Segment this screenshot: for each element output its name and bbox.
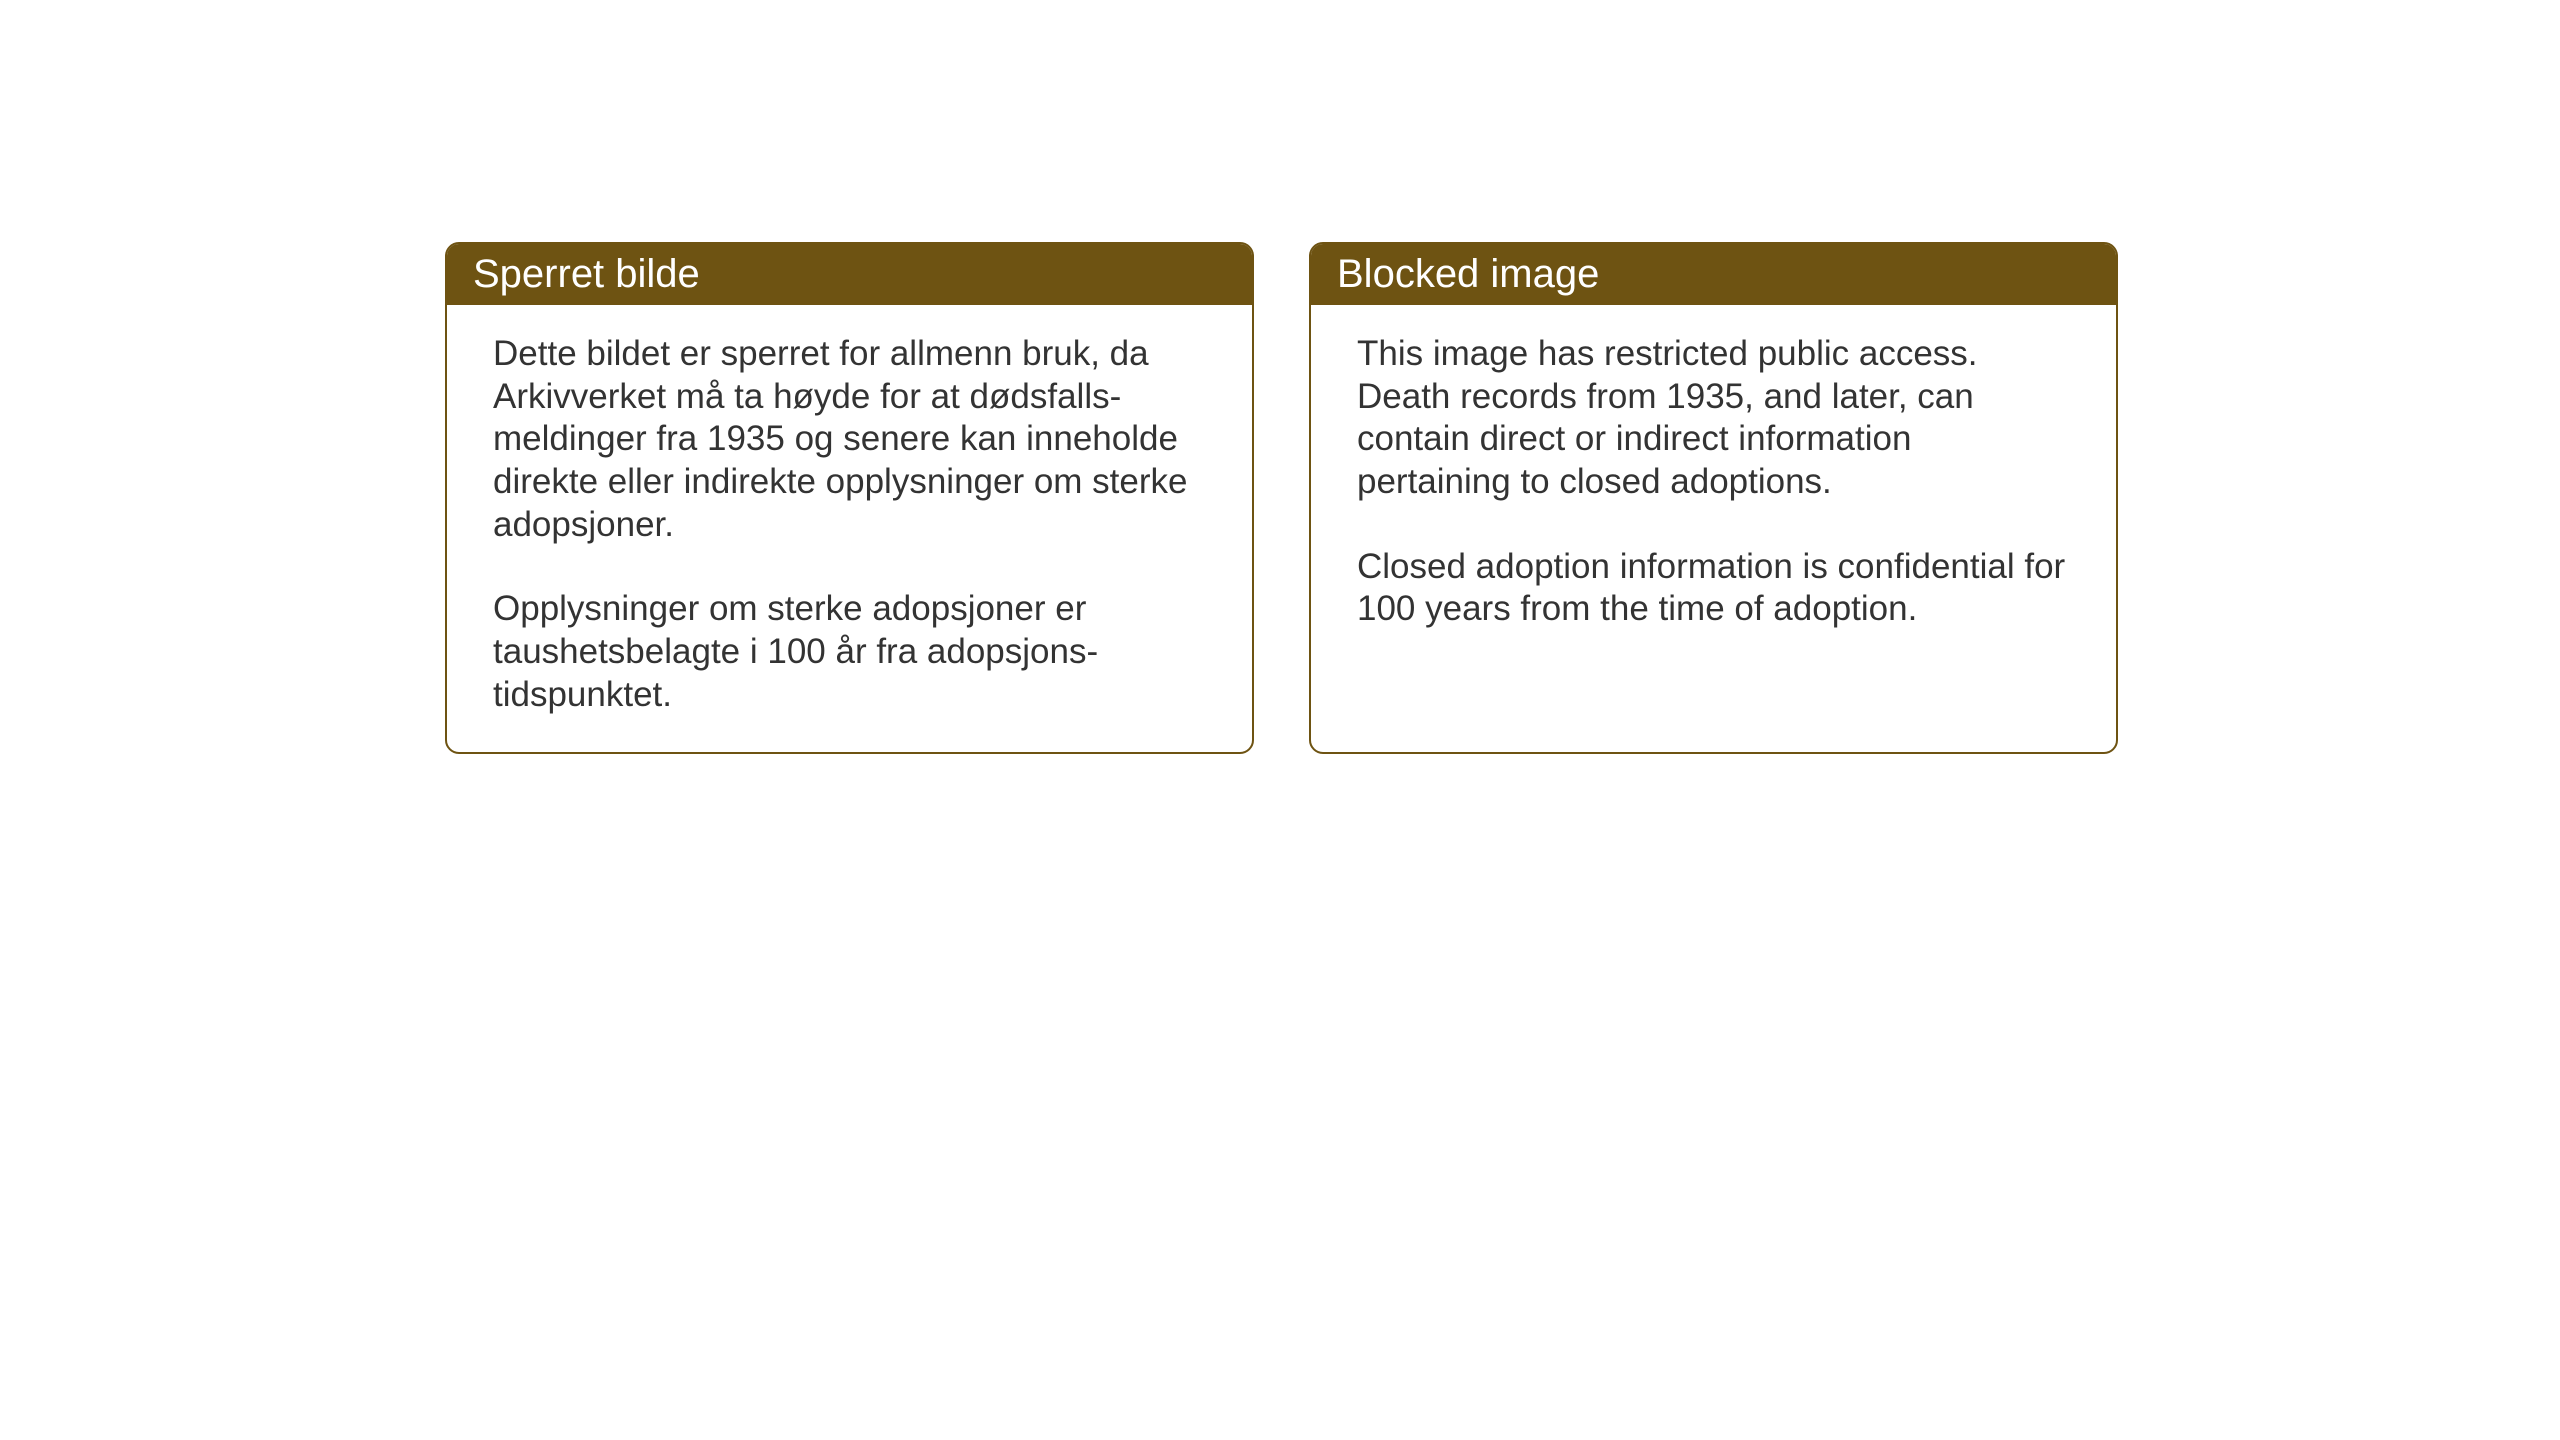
- norwegian-card: Sperret bilde Dette bildet er sperret fo…: [445, 242, 1254, 754]
- english-card: Blocked image This image has restricted …: [1309, 242, 2118, 754]
- english-card-body: This image has restricted public access.…: [1311, 305, 2116, 669]
- norwegian-paragraph-2: Opplysninger om sterke adopsjoner er tau…: [493, 588, 1206, 716]
- english-card-header: Blocked image: [1311, 244, 2116, 305]
- english-paragraph-2: Closed adoption information is confident…: [1357, 546, 2070, 631]
- cards-container: Sperret bilde Dette bildet er sperret fo…: [445, 242, 2118, 754]
- norwegian-paragraph-1: Dette bildet er sperret for allmenn bruk…: [493, 333, 1206, 546]
- norwegian-card-header: Sperret bilde: [447, 244, 1252, 305]
- norwegian-card-title: Sperret bilde: [473, 252, 700, 296]
- norwegian-card-body: Dette bildet er sperret for allmenn bruk…: [447, 305, 1252, 754]
- english-paragraph-1: This image has restricted public access.…: [1357, 333, 2070, 504]
- english-card-title: Blocked image: [1337, 252, 1599, 296]
